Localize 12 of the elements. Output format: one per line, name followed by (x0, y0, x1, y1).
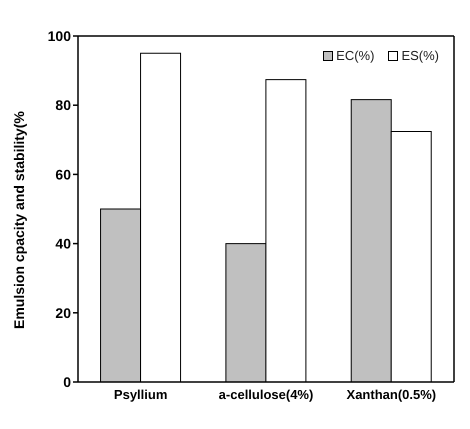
y-axis-title: Emulsion cpacity and stability(% (10, 110, 27, 329)
legend-label: EC(%) (335, 48, 374, 63)
y-tick-label: 20 (55, 304, 72, 321)
y-tick-label: 0 (63, 374, 72, 390)
y-tick-label: 80 (55, 97, 72, 114)
y-tick-label: 100 (48, 28, 72, 44)
legend-label: ES(%) (400, 48, 439, 63)
x-tick-label: Psyllium (114, 387, 168, 402)
x-tick-label: Xanthan(0.5%) (346, 387, 436, 402)
y-tick-label: 40 (55, 236, 72, 252)
y-tick-label: 60 (55, 166, 72, 182)
x-tick-label: a-cellulose(4%) (218, 387, 314, 402)
